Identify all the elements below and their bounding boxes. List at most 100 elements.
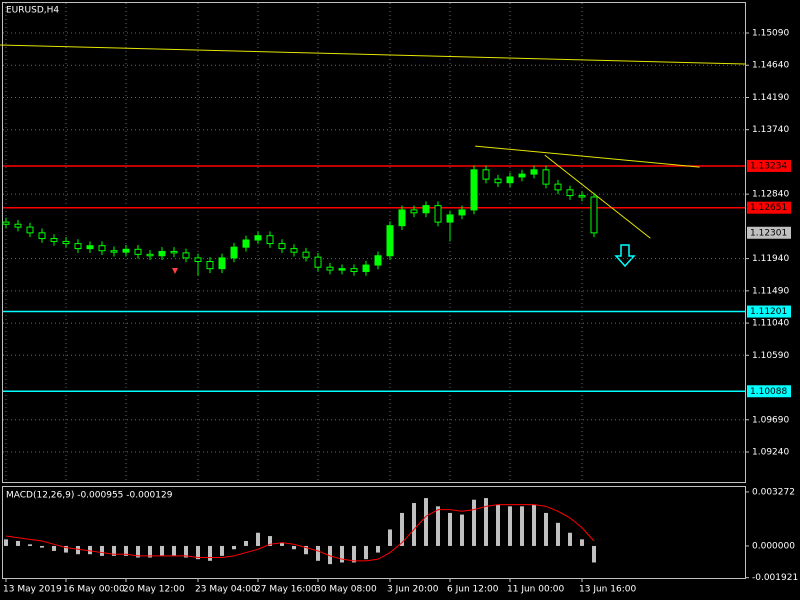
candle-body [362, 264, 370, 273]
level-box [747, 305, 791, 318]
candle-body [206, 260, 214, 270]
macd-bar [592, 545, 596, 563]
candle-body [338, 268, 346, 271]
candle-body [566, 189, 574, 197]
y-tick-label: 1.10590 [752, 351, 789, 361]
candle-body [554, 183, 562, 191]
macd-bar [88, 545, 92, 555]
y-tick-label: 1.11940 [752, 254, 789, 264]
candle-body [62, 240, 70, 245]
candle-body [278, 243, 286, 250]
macd-bar [76, 545, 80, 555]
macd-bar [364, 545, 368, 560]
trend-line [0, 44, 746, 65]
level-box [747, 159, 791, 172]
macd-bar [400, 512, 404, 546]
macd-bar [352, 545, 356, 563]
macd-bar [508, 506, 512, 546]
macd-bar [64, 545, 68, 553]
macd-bar [496, 504, 500, 546]
trend-line [475, 145, 700, 168]
x-tick-label: 20 May 12:00 [123, 585, 185, 595]
candle-body [170, 250, 178, 254]
macd-bar [424, 498, 428, 546]
macd-bar [328, 545, 332, 565]
macd-bar [112, 545, 116, 556]
candle-body [374, 255, 382, 266]
candle-body [470, 169, 478, 211]
macd-bar [172, 545, 176, 556]
macd-bar [148, 545, 152, 558]
trend-line [544, 154, 651, 239]
candle-body [266, 235, 274, 245]
candle-body [146, 253, 154, 257]
candle-body [74, 243, 82, 250]
y-tick-label: 1.14640 [752, 61, 789, 71]
macd-bar [136, 545, 140, 558]
macd-bar [124, 545, 128, 556]
main-pane-border [2, 2, 746, 483]
signal-marker [172, 268, 178, 274]
y-tick-label: 0.000000 [752, 541, 795, 551]
macd-bar [28, 544, 32, 546]
y-tick-label: 1.12840 [752, 190, 789, 200]
x-tick-label: 13 Jun 16:00 [579, 585, 636, 595]
macd-bar [52, 545, 56, 551]
candle-body [542, 169, 550, 185]
macd-bar [208, 545, 212, 561]
candle-body [194, 257, 202, 262]
macd-bar [544, 512, 548, 546]
level-box [747, 385, 791, 398]
macd-bar [304, 545, 308, 555]
candle-body [410, 209, 418, 214]
macd-bar [568, 532, 572, 546]
macd-bar [448, 512, 452, 546]
candle-body [530, 169, 538, 175]
candle-body [386, 225, 394, 257]
macd-bar [268, 536, 272, 546]
x-tick-label: 6 Jun 12:00 [447, 585, 499, 595]
y-tick-label: 1.14190 [752, 93, 789, 103]
macd-bar [532, 504, 536, 546]
candle-body [494, 178, 502, 184]
candle-body [314, 256, 322, 268]
y-tick-label: 1.09240 [752, 447, 789, 457]
macd-bar [436, 506, 440, 546]
sell-arrow [614, 244, 636, 268]
macd-bar [100, 545, 104, 556]
candle-body [38, 232, 46, 240]
macd-signal [5, 504, 595, 562]
macd-bar [160, 545, 164, 556]
macd-bar [520, 506, 524, 546]
candle-body [434, 205, 442, 223]
level-label: 1.12651 [750, 203, 787, 213]
candle-body [506, 176, 514, 184]
candle-body [518, 173, 526, 178]
macd-bar [184, 545, 188, 558]
macd-bar [412, 503, 416, 546]
candle-body [230, 246, 238, 259]
macd-pane-border [2, 486, 746, 579]
y-tick-label: 1.09690 [752, 415, 789, 425]
candle-body [218, 257, 226, 270]
candle-body [422, 205, 430, 214]
candle-body [254, 235, 262, 241]
candle-body [158, 250, 166, 257]
candle-body [458, 209, 466, 216]
macd-title: MACD(12,26,9) -0.000955 -0.000129 [6, 491, 173, 501]
y-tick-label: 1.11040 [752, 319, 789, 329]
x-tick-label: 27 May 16:00 [255, 585, 317, 595]
y-tick-label: 1.15090 [752, 29, 789, 39]
candle-body [398, 209, 406, 227]
level-box [747, 201, 791, 214]
x-tick-label: 30 May 08:00 [315, 585, 377, 595]
macd-bar [196, 545, 200, 560]
candle-body [26, 226, 34, 234]
macd-bar [232, 545, 236, 550]
candle-body [134, 248, 142, 255]
candle-body [242, 239, 250, 248]
candle-body [86, 245, 94, 250]
candle-body [98, 245, 106, 252]
